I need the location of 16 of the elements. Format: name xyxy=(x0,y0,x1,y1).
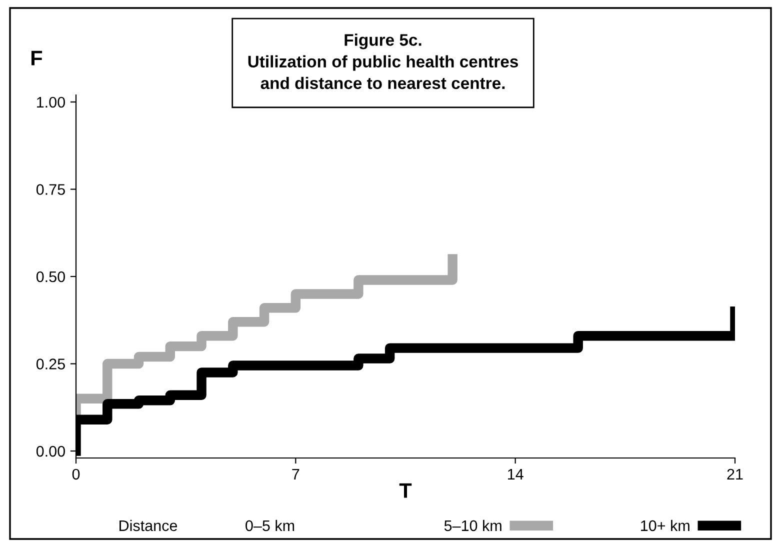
y-tick-label: 1.00 xyxy=(37,96,65,108)
text: 0–5 km xyxy=(246,520,294,532)
y-tick-label: 0.25 xyxy=(36,358,65,370)
x-tick-label: 7 xyxy=(292,468,300,480)
legend-label: 10+ km xyxy=(641,520,690,532)
y-tick-label: 0.00 xyxy=(36,446,65,457)
x-tick-label: 14 xyxy=(508,468,524,480)
legend-label: 5–10 km xyxy=(444,520,502,532)
x-tick-label: 0 xyxy=(72,468,80,480)
y-tick-label: 0.75 xyxy=(36,184,65,195)
y-tick-label: 0.50 xyxy=(36,271,65,282)
legend-title: Distance xyxy=(120,520,178,532)
x-axis-title: T xyxy=(399,483,412,498)
y-axis-title: F xyxy=(31,50,42,66)
x-tick-label: 21 xyxy=(727,468,743,480)
chart-title: Figure 5c. Utilization of public health centres and distance to nearest centre. xyxy=(248,34,518,90)
